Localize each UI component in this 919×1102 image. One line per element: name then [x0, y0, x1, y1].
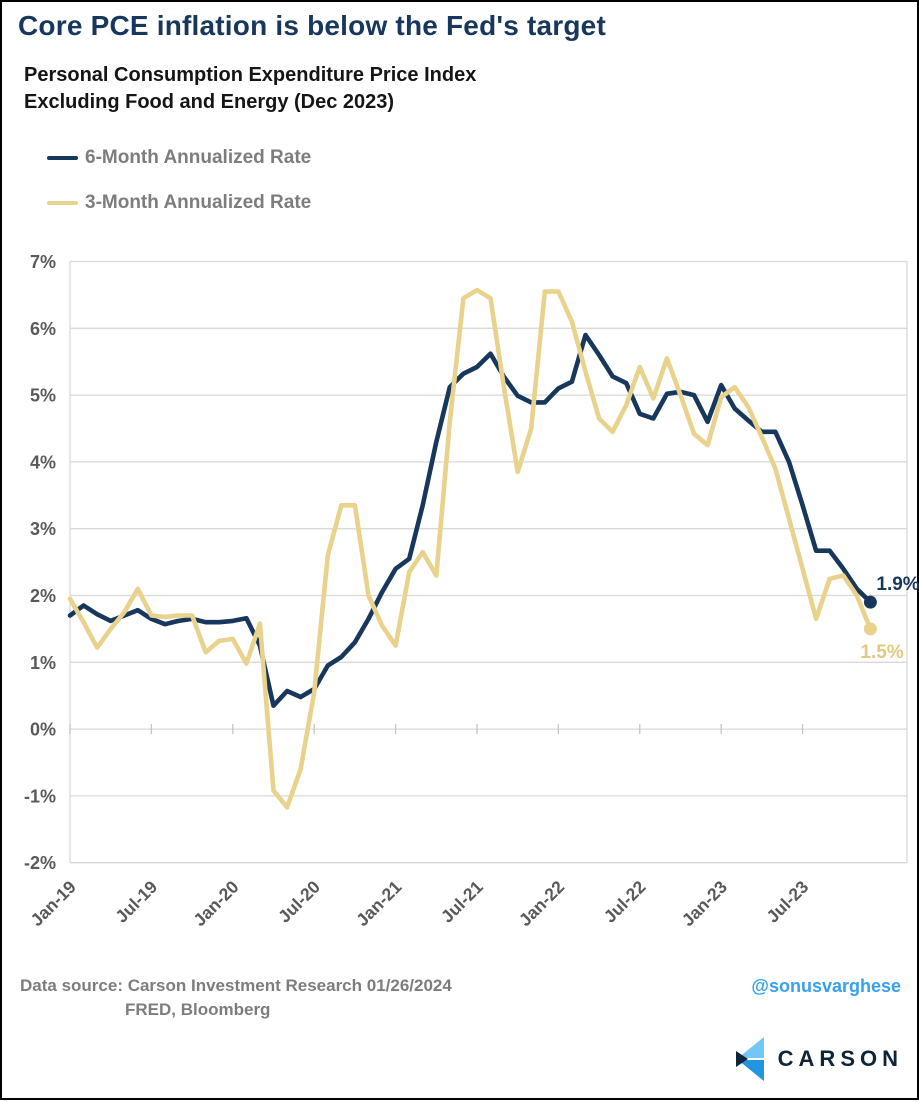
subtitle-line-2: Excluding Food and Energy (Dec 2023)	[24, 91, 395, 113]
y-tick-label: -2%	[24, 853, 56, 873]
carson-logo: CARSON	[734, 1036, 903, 1082]
y-tick-label: 4%	[30, 452, 56, 472]
x-tick-label: Jan-23	[678, 877, 732, 931]
carson-logo-icon	[735, 1037, 764, 1081]
y-tick-label: 0%	[30, 720, 56, 740]
x-tick-label: Jan-22	[515, 877, 569, 931]
series-3-month-end-dot	[863, 622, 877, 636]
series-6-month-line	[67, 332, 873, 709]
x-tick-label: Jul-20	[274, 876, 324, 926]
series-3-month-line	[67, 287, 873, 810]
x-tick-label: Jul-19	[111, 876, 161, 926]
y-tick-label: 1%	[30, 653, 56, 673]
x-tick-label: Jul-23	[762, 876, 812, 926]
x-tick-label: Jul-22	[600, 876, 650, 926]
y-tick-label: 2%	[30, 586, 56, 606]
x-tick-label: Jan-20	[189, 877, 243, 931]
series-6-month-end-dot	[863, 595, 877, 609]
x-tick-label: Jan-21	[352, 877, 406, 931]
chart-subtitle: Personal Consumption Expenditure Price I…	[24, 62, 476, 116]
legend-item-6-month: 6-Month Annualized Rate	[47, 147, 312, 168]
page-title: Core PCE inflation is below the Fed's ta…	[18, 10, 606, 41]
y-tick-label: 3%	[30, 519, 56, 539]
data-source-line-2: FRED, Bloomberg	[125, 1000, 271, 1019]
twitter-handle: @sonusvarghese	[751, 976, 901, 996]
x-tick-label: Jul-21	[437, 876, 487, 926]
y-tick-label: 5%	[30, 386, 56, 406]
legend-label-3-month: 3-Month Annualized Rate	[85, 192, 312, 213]
series-3-month-end-label: 1.5%	[860, 642, 903, 663]
legend-label-6-month: 6-Month Annualized Rate	[85, 147, 312, 168]
y-tick-label: 6%	[30, 319, 56, 339]
series-6-month-end-label: 1.9%	[876, 574, 919, 595]
carson-logo-text: CARSON	[777, 1046, 903, 1071]
subtitle-line-1: Personal Consumption Expenditure Price I…	[24, 64, 477, 86]
y-tick-label: 7%	[30, 252, 56, 272]
x-tick-label: Jan-19	[26, 877, 80, 931]
legend-swatch-yellow	[47, 201, 78, 205]
legend-swatch-navy	[47, 156, 78, 160]
legend-item-3-month: 3-Month Annualized Rate	[47, 192, 312, 213]
data-source-line-1: Data source: Carson Investment Research …	[20, 976, 452, 995]
y-tick-label: -1%	[24, 786, 56, 806]
